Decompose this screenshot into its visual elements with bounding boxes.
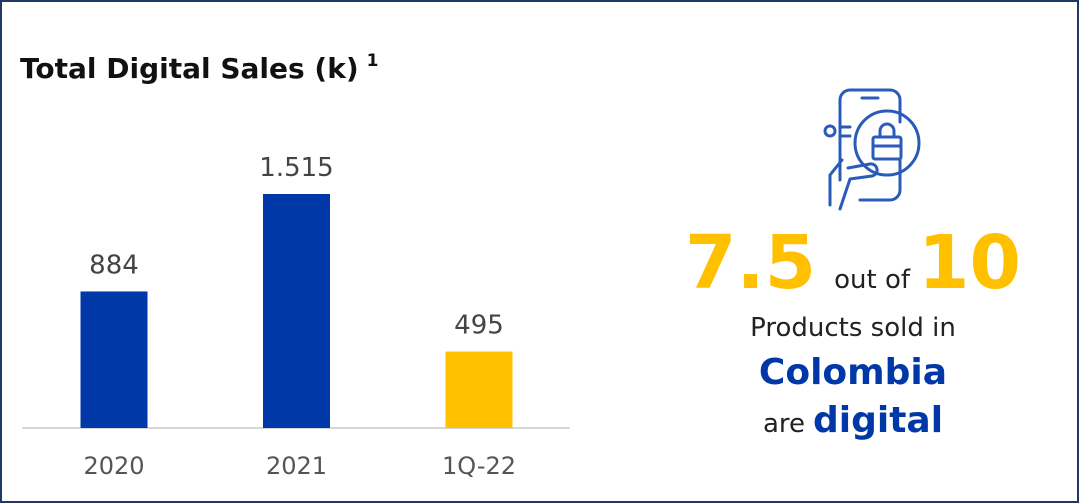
bar bbox=[263, 194, 330, 428]
bar bbox=[80, 291, 148, 428]
x-tick-label: 1Q-22 bbox=[442, 452, 516, 480]
footnote-marker: 1 bbox=[367, 51, 379, 71]
country: Colombia bbox=[759, 352, 947, 393]
value-label: 884 bbox=[89, 250, 139, 280]
are: are bbox=[763, 409, 805, 439]
digital: digital bbox=[813, 400, 943, 441]
out-of: out of bbox=[834, 265, 911, 295]
bar bbox=[445, 351, 513, 428]
chart-title: Total Digital Sales (k) 1 bbox=[20, 51, 378, 85]
callout-ratio: 7.5 out of 10 bbox=[685, 220, 1021, 306]
title-text: Total Digital Sales (k) bbox=[20, 52, 359, 85]
total: 10 bbox=[918, 220, 1021, 306]
phone-icon bbox=[823, 88, 921, 211]
share: 7.5 bbox=[685, 220, 816, 306]
callout-last: are digital bbox=[763, 400, 943, 441]
x-tick-label: 2020 bbox=[83, 452, 144, 480]
x-tick-label: 2021 bbox=[266, 452, 327, 480]
value-label: 495 bbox=[454, 311, 504, 341]
callout-line: Products sold in bbox=[750, 313, 956, 343]
value-label: 1.515 bbox=[259, 153, 333, 183]
